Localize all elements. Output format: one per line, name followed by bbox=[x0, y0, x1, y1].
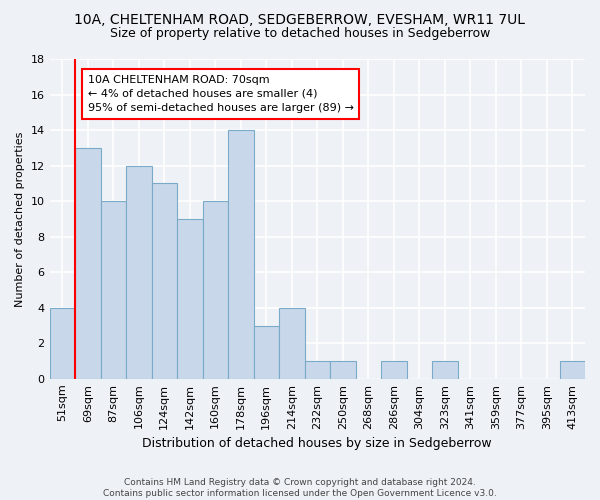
Text: Contains HM Land Registry data © Crown copyright and database right 2024.
Contai: Contains HM Land Registry data © Crown c… bbox=[103, 478, 497, 498]
Bar bbox=[305, 361, 330, 379]
Bar bbox=[50, 308, 75, 379]
Y-axis label: Number of detached properties: Number of detached properties bbox=[15, 131, 25, 306]
Bar bbox=[75, 148, 101, 379]
Text: 10A CHELTENHAM ROAD: 70sqm
← 4% of detached houses are smaller (4)
95% of semi-d: 10A CHELTENHAM ROAD: 70sqm ← 4% of detac… bbox=[88, 75, 354, 113]
X-axis label: Distribution of detached houses by size in Sedgeberrow: Distribution of detached houses by size … bbox=[142, 437, 492, 450]
Bar bbox=[254, 326, 279, 379]
Bar bbox=[152, 184, 177, 379]
Bar bbox=[279, 308, 305, 379]
Bar bbox=[381, 361, 407, 379]
Bar bbox=[177, 219, 203, 379]
Bar bbox=[126, 166, 152, 379]
Bar bbox=[560, 361, 585, 379]
Bar bbox=[330, 361, 356, 379]
Bar bbox=[203, 201, 228, 379]
Bar bbox=[228, 130, 254, 379]
Text: 10A, CHELTENHAM ROAD, SEDGEBERROW, EVESHAM, WR11 7UL: 10A, CHELTENHAM ROAD, SEDGEBERROW, EVESH… bbox=[74, 12, 526, 26]
Text: Size of property relative to detached houses in Sedgeberrow: Size of property relative to detached ho… bbox=[110, 28, 490, 40]
Bar bbox=[101, 201, 126, 379]
Bar bbox=[432, 361, 458, 379]
